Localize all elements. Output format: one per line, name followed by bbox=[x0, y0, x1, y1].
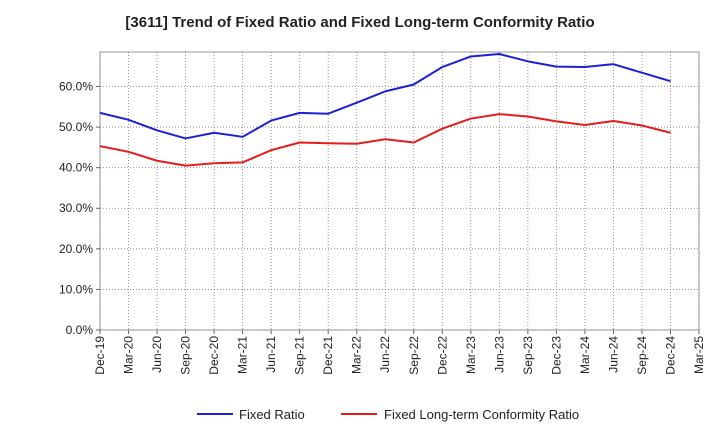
y-tick-label: 30.0% bbox=[59, 201, 93, 215]
series-layer bbox=[99, 53, 671, 167]
x-tick-label: Sep-24 bbox=[635, 336, 649, 375]
x-tick-label: Dec-24 bbox=[663, 336, 677, 375]
x-tick-label: Sep-21 bbox=[293, 336, 307, 375]
y-tick-label: 0.0% bbox=[66, 323, 94, 337]
y-tick-label: 50.0% bbox=[59, 120, 93, 134]
x-tick-label: Jun-20 bbox=[150, 336, 164, 373]
series-line-1 bbox=[99, 53, 671, 140]
series-line-2 bbox=[99, 113, 671, 167]
x-axis-ticks: Dec-19 Mar-20 Jun-20 Sep-20 Dec-20 Mar-21 Jun-… bbox=[93, 330, 706, 375]
x-tick-label: Jun-23 bbox=[492, 336, 506, 373]
x-tick-label: Mar-23 bbox=[464, 336, 478, 374]
x-tick-label: Jun-24 bbox=[606, 336, 620, 373]
y-tick-label: 10.0% bbox=[59, 282, 93, 296]
x-tick-label: Mar-24 bbox=[578, 336, 592, 374]
plot-area bbox=[99, 51, 700, 331]
x-tick-label: Sep-23 bbox=[521, 336, 535, 375]
legend-label-1: Fixed Ratio bbox=[239, 407, 305, 422]
legend: Fixed Ratio Fixed Long-term Conformity Ra… bbox=[197, 407, 579, 422]
x-tick-label: Mar-25 bbox=[692, 336, 706, 374]
gridlines bbox=[99, 52, 700, 331]
x-tick-label: Sep-20 bbox=[179, 336, 193, 375]
y-tick-label: 40.0% bbox=[59, 161, 93, 175]
x-tick-label: Jun-21 bbox=[264, 336, 278, 373]
x-tick-label: Dec-23 bbox=[549, 336, 563, 375]
x-tick-label: Jun-22 bbox=[378, 336, 392, 373]
x-tick-label: Dec-19 bbox=[93, 336, 107, 375]
y-tick-label: 20.0% bbox=[59, 242, 93, 256]
y-axis-ticks: 0.0% 10.0% 20.0% 30.0% 40.0% 50.0% 60.0% bbox=[59, 79, 100, 337]
x-tick-label: Sep-22 bbox=[407, 336, 421, 375]
x-tick-label: Dec-20 bbox=[207, 336, 221, 375]
x-tick-label: Mar-22 bbox=[350, 336, 364, 374]
x-tick-label: Dec-22 bbox=[435, 336, 449, 375]
chart-title: [3611] Trend of Fixed Ratio and Fixed Lo… bbox=[125, 14, 595, 31]
y-tick-label: 60.0% bbox=[59, 79, 93, 93]
x-tick-label: Mar-21 bbox=[236, 336, 250, 374]
x-tick-label: Dec-21 bbox=[321, 336, 335, 375]
legend-label-2: Fixed Long-term Conformity Ratio bbox=[384, 407, 579, 422]
x-tick-label: Mar-20 bbox=[122, 336, 136, 374]
